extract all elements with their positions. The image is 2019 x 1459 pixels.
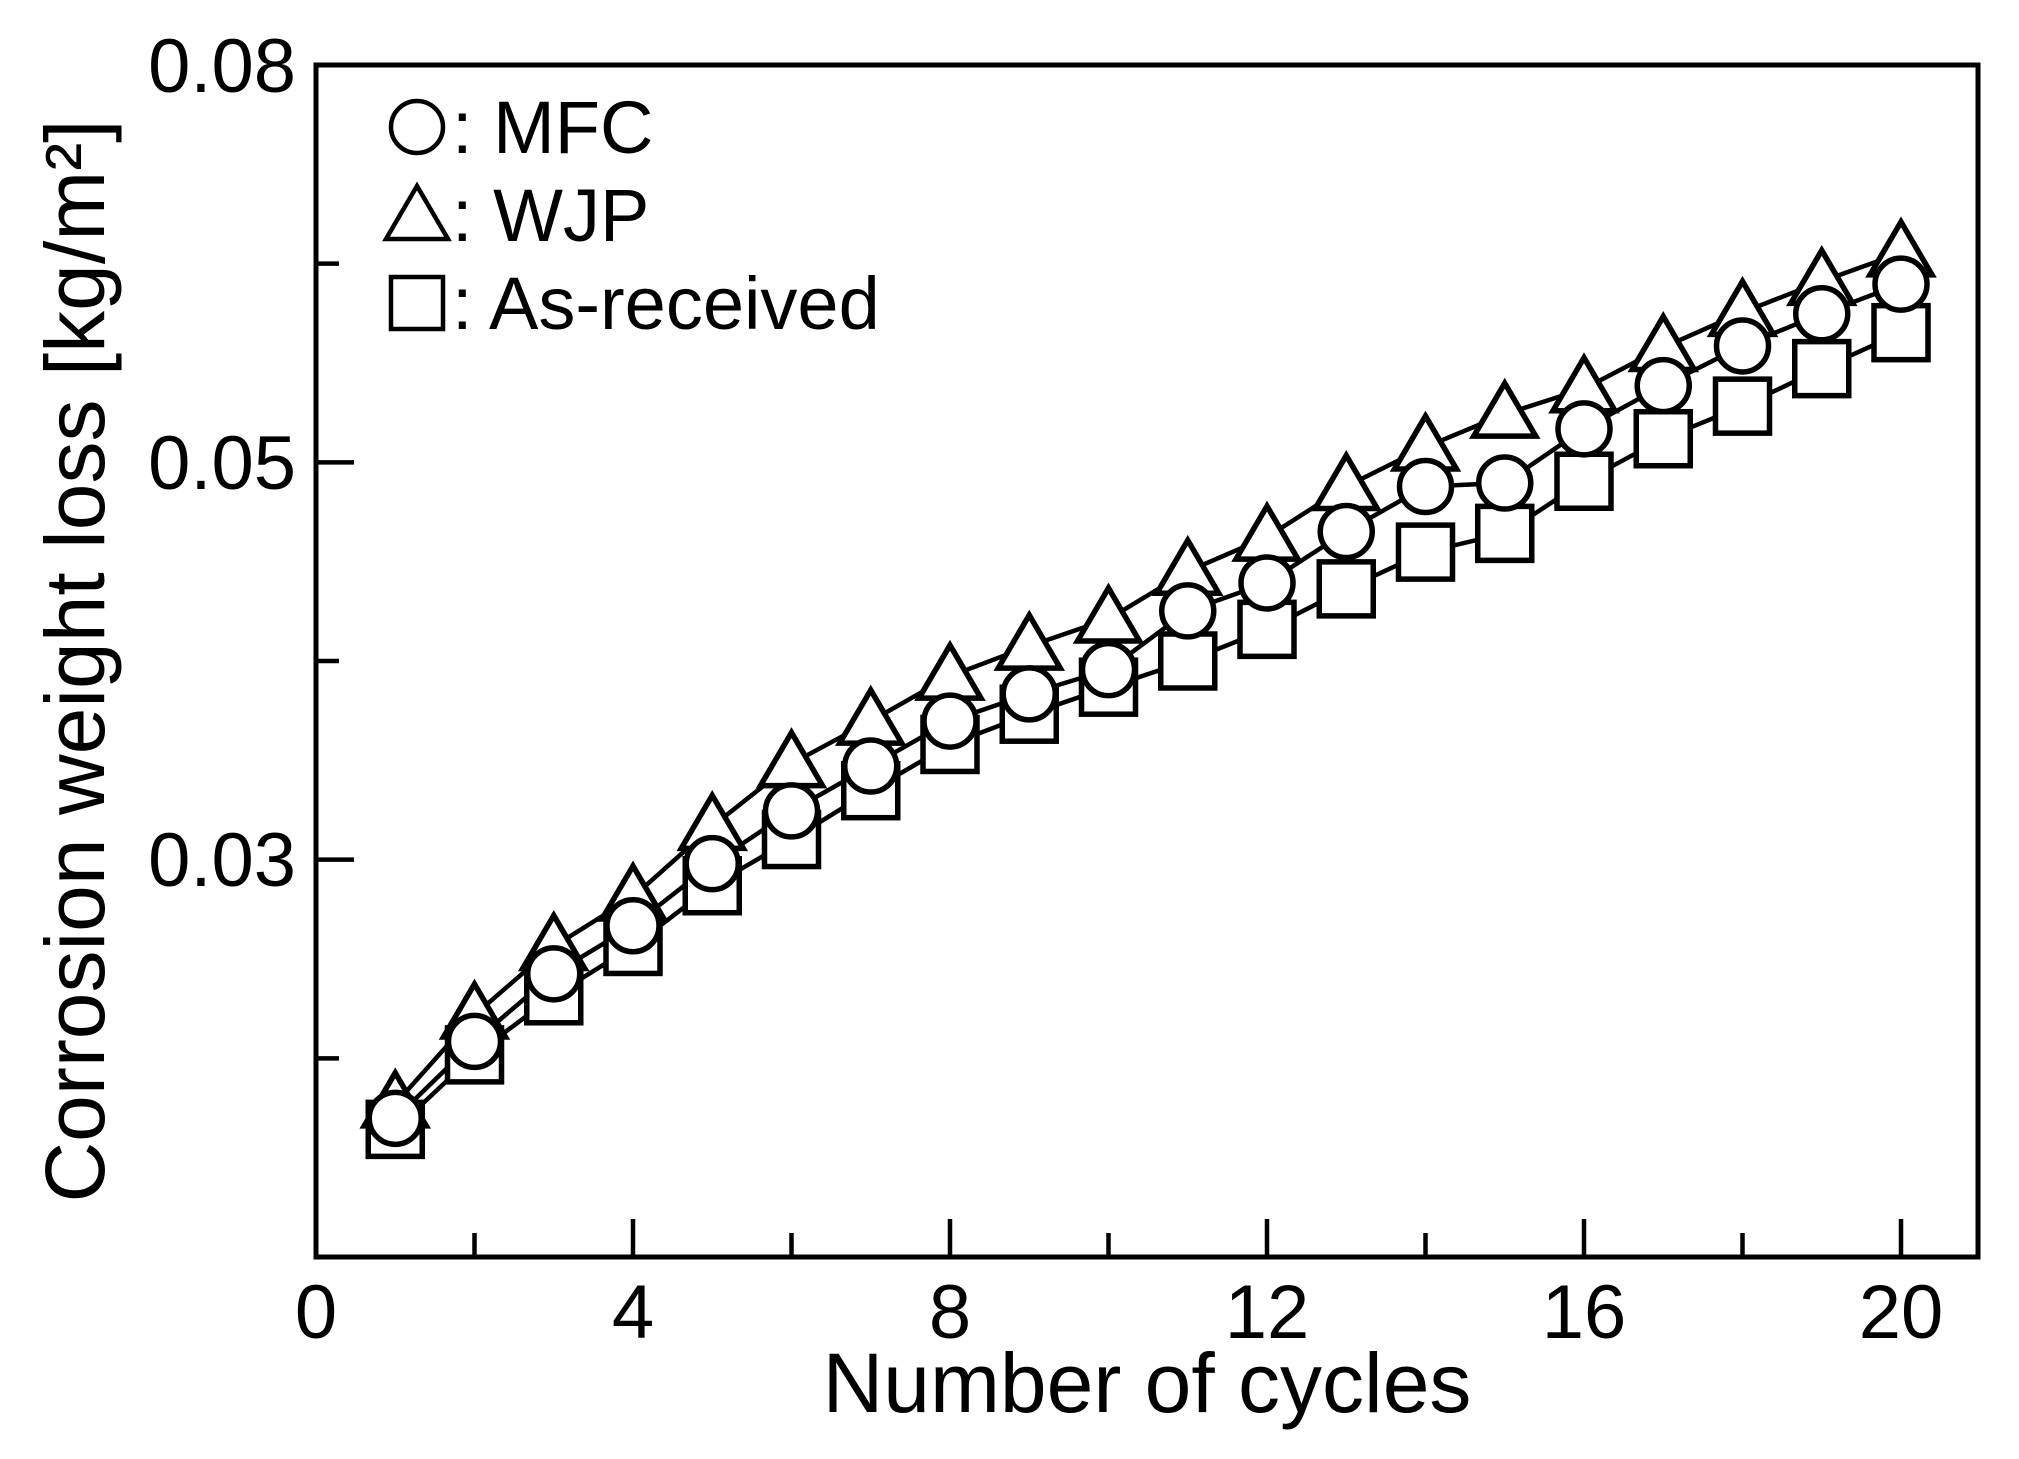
y-axis-title: Corrosion weight loss [kg/m²] (28, 119, 122, 1202)
x-axis-title: Number of cycles (823, 1336, 1472, 1430)
circle-data-point (366, 1089, 424, 1148)
triangle-data-point (1072, 582, 1145, 644)
legend-label-mfc: : MFC (452, 86, 653, 169)
triangle-data-point (914, 639, 986, 701)
as-received-series-markers (365, 302, 1931, 1160)
triangle-data-point (1468, 377, 1541, 439)
circle-data-point (842, 737, 900, 795)
y-axis-tick-labels: 0.08 0.05 0.03 (148, 24, 296, 903)
plot-border (313, 62, 1981, 1260)
circle-data-point (1079, 640, 1138, 699)
circle-data-point (604, 896, 662, 955)
y-tick-label-0.05: 0.05 (148, 421, 296, 506)
x-tick-label-16: 16 (1542, 1270, 1627, 1355)
circle-data-point (1713, 317, 1772, 375)
square-data-point (1395, 522, 1456, 582)
x-tick-label-20: 20 (1859, 1270, 1944, 1355)
triangle-data-point (1231, 500, 1303, 562)
legend: : MFC : WJP : As-received (382, 86, 880, 345)
circle-data-point (683, 834, 741, 893)
y-tick-label-0.08: 0.08 (148, 24, 296, 109)
legend-label-wjp: : WJP (452, 174, 649, 257)
circle-data-point (921, 692, 979, 750)
circle-data-point (1872, 255, 1930, 313)
triangle-data-point (993, 609, 1066, 671)
circle-data-point (1000, 665, 1058, 723)
square-data-point (1554, 451, 1614, 512)
x-tick-label-12: 12 (1225, 1270, 1310, 1355)
x-tick-label-8: 8 (929, 1270, 971, 1355)
square-data-point (1158, 631, 1218, 691)
circle-data-point (1317, 502, 1375, 561)
legend-label-as-received: : As-received (452, 262, 880, 345)
circle-data-point (445, 1012, 504, 1071)
legend-triangle-marker-icon (382, 181, 452, 242)
circle-data-point (1793, 285, 1851, 343)
square-data-point (1475, 503, 1535, 564)
x-axis-ticks (313, 1219, 1904, 1255)
triangle-data-point (755, 727, 828, 789)
x-tick-label-4: 4 (612, 1270, 654, 1355)
circle-data-point (1238, 554, 1296, 612)
circle-data-point (1159, 582, 1217, 640)
mfc-series-markers (366, 255, 1930, 1148)
y-tick-label-0.03: 0.03 (148, 818, 296, 903)
circle-data-point (1476, 454, 1534, 512)
circle-data-point (1396, 457, 1455, 516)
triangle-data-point (834, 684, 907, 746)
square-data-point (1712, 376, 1773, 436)
square-data-point (1871, 302, 1931, 363)
x-tick-label-0: 0 (295, 1270, 337, 1355)
circle-data-point (1555, 400, 1613, 458)
x-axis-tick-labels: 0 4 8 12 16 20 (295, 1270, 1943, 1355)
circle-data-point (525, 945, 583, 1003)
legend-circle-marker-icon (388, 98, 446, 156)
circle-data-point (1634, 356, 1692, 415)
plot-area (313, 216, 1937, 1255)
square-data-point (1316, 559, 1376, 619)
triangle-data-point (1310, 450, 1383, 512)
legend-square-marker-icon (388, 274, 446, 332)
y-axis-ticks (318, 261, 354, 1061)
square-data-point (1633, 408, 1693, 469)
square-data-point (1792, 338, 1852, 399)
circle-data-point (762, 782, 821, 840)
